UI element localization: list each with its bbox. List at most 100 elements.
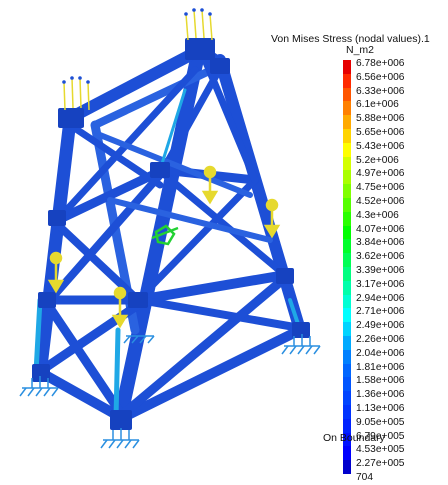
joints — [32, 38, 310, 430]
legend-tick-label: 3.62e+006 — [356, 251, 405, 263]
legend-swatch — [343, 391, 351, 405]
legend-tick-label: 2.71e+006 — [356, 306, 405, 318]
hotspot-marker — [151, 224, 179, 246]
brace — [46, 171, 164, 304]
legend-tick-label: 6.56e+006 — [356, 71, 405, 83]
legend-tick-label: 1.36e+006 — [356, 389, 405, 401]
fixed-support-icon — [100, 428, 140, 449]
legend-swatch — [343, 294, 351, 309]
legend-tick-label: 4.53e+005 — [356, 444, 405, 456]
legend-swatch — [343, 197, 351, 212]
legend-footer: On Boundary — [323, 432, 385, 444]
legend-tick-label: 5.43e+006 — [356, 140, 405, 152]
legend-tick-label: 3.17e+006 — [356, 278, 405, 290]
ring-3-side — [117, 325, 305, 423]
ring-2-side — [133, 270, 290, 305]
legend-tick-label: 3.84e+006 — [356, 237, 405, 249]
load-arrow-icon — [47, 251, 65, 294]
jacket-structure — [33, 38, 306, 427]
legend-swatch — [343, 128, 351, 143]
legend-tick-label: 5.2e+006 — [356, 154, 399, 166]
legend-swatch — [343, 211, 351, 226]
legend-swatch — [343, 460, 351, 474]
leg-back-right — [214, 54, 306, 336]
legend-swatch — [343, 225, 351, 240]
brace — [58, 66, 199, 219]
model-viewport[interactable] — [0, 0, 448, 473]
legend-swatch — [343, 73, 351, 88]
legend-labels: 6.78e+006 6.56e+006 6.33e+006 6.1e+006 5.88e… — [356, 57, 404, 485]
brace — [54, 221, 142, 304]
leg-front-left — [33, 113, 77, 382]
legend-tick-label: 2.49e+006 — [356, 320, 405, 332]
legend-swatch — [343, 60, 351, 74]
legend-tick-label: 4.07e+006 — [356, 223, 405, 235]
brace — [136, 296, 304, 332]
legend-swatch — [343, 404, 351, 419]
legend-tick-label: 5.65e+006 — [356, 126, 405, 138]
brace — [159, 61, 226, 174]
brace — [161, 171, 289, 279]
legend-tick-label: 4.97e+006 — [356, 168, 405, 180]
legend-swatch — [343, 363, 351, 378]
legend-tick-label: 1.81e+006 — [356, 361, 405, 373]
brace — [117, 273, 290, 420]
top-loads — [63, 9, 213, 111]
legend-tick-label: 5.88e+006 — [356, 113, 405, 125]
brace — [107, 197, 273, 243]
legend-swatch — [343, 266, 351, 281]
load-arrow-icon — [111, 286, 129, 329]
legend-swatch — [343, 115, 351, 129]
stress-highlights — [33, 88, 302, 421]
legend-swatch — [343, 253, 351, 267]
legend-tick-label: 9.05e+005 — [356, 416, 405, 428]
legend-unit: N_m2 — [346, 44, 375, 56]
legend-tick-label: 4.3e+006 — [356, 209, 399, 221]
brace — [97, 132, 253, 198]
legend-tick-label: 6.79e+005 — [356, 430, 405, 442]
legend-swatch — [343, 446, 351, 461]
legend-swatch — [343, 184, 351, 198]
brace — [134, 176, 259, 304]
legend-tick-label: 6.78e+006 — [356, 58, 405, 69]
legend-title: Von Mises Stress (nodal values).1 — [271, 33, 430, 45]
legend-tick-label: 2.27e+005 — [356, 458, 405, 470]
legend-tick-label: 4.75e+006 — [356, 182, 405, 194]
legend-swatch — [343, 377, 351, 392]
legend-tick-label: 2.04e+006 — [356, 347, 405, 359]
legend-swatch — [343, 170, 351, 185]
legend-color-bar — [343, 60, 351, 474]
fixed-support-icon — [19, 376, 59, 397]
load-arrow-icon — [201, 165, 219, 205]
legend-swatch — [343, 349, 351, 364]
legend-tick-label: 6.1e+006 — [356, 99, 399, 111]
legend-swatch — [343, 87, 351, 102]
legend-swatch — [343, 418, 351, 433]
legend-swatch — [343, 142, 351, 157]
legend-tick-label: 6.33e+006 — [356, 85, 405, 97]
fixed-support-icon — [281, 334, 321, 355]
legend-swatch — [343, 322, 351, 336]
legend-swatch — [343, 308, 351, 323]
top-beam-front — [64, 44, 206, 124]
legend-swatch — [343, 156, 351, 171]
fixed-support-icon — [123, 335, 155, 344]
legend-swatch — [343, 101, 351, 116]
legend-swatch — [343, 239, 351, 254]
legend-tick-label: 3.39e+006 — [356, 264, 405, 276]
top-beam-back — [91, 61, 226, 129]
ring-3-front — [35, 367, 127, 423]
legend-tick-label: 2.26e+006 — [356, 333, 405, 345]
legend-swatch — [343, 432, 351, 447]
top-load-caps — [62, 8, 212, 84]
applied-loads — [47, 165, 281, 329]
load-arrow-icon — [263, 198, 281, 239]
supports — [19, 334, 321, 449]
legend-tick-label: 2.94e+006 — [356, 292, 405, 304]
legend-swatch — [343, 335, 351, 350]
legend-tick-label: 4.52e+006 — [356, 195, 405, 207]
legend-tick-label: 1.58e+006 — [356, 375, 405, 387]
brace — [43, 300, 127, 420]
legend-swatch — [343, 280, 351, 295]
legend-tick-label: 1.13e+006 — [356, 402, 405, 414]
